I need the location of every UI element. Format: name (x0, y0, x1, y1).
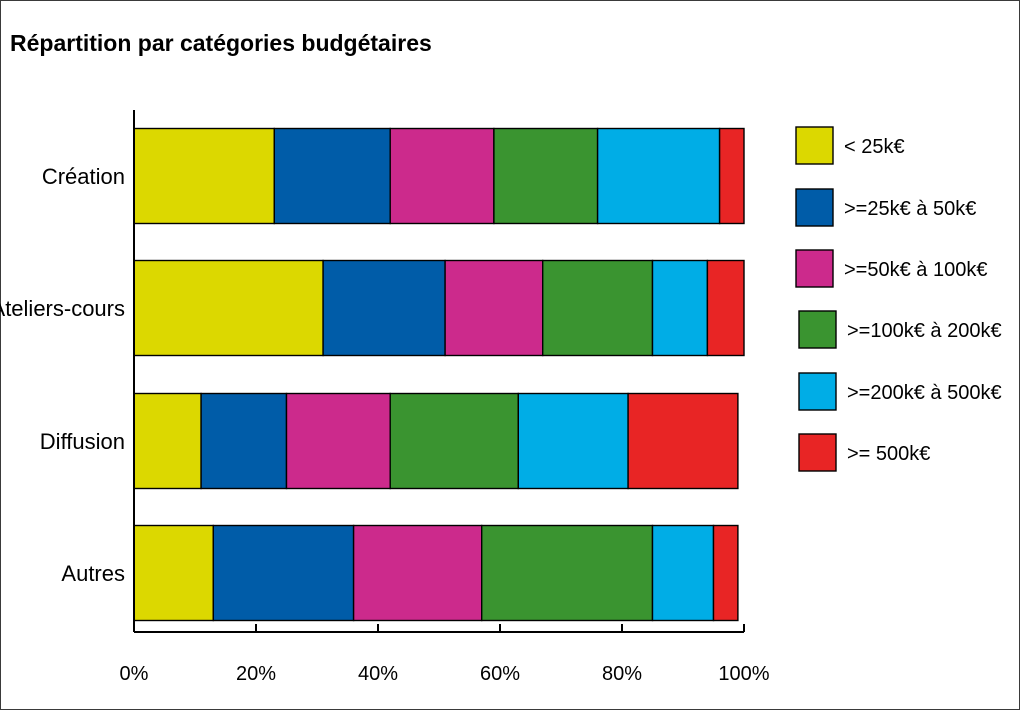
legend-label-5: >=200k€ à 500k€ (847, 382, 1002, 404)
legend-swatch-6 (798, 433, 837, 472)
legend-label-3: >=50k€ à 100k€ (844, 259, 987, 281)
legend-swatch-4 (798, 310, 837, 349)
category-label-diffusion: Diffusion (40, 429, 125, 454)
legend-label-2: >=25k€ à 50k€ (844, 198, 976, 220)
category-label-autres: Autres (61, 561, 125, 586)
bar-segment-ateliers-cours-series-5 (651, 259, 709, 357)
bar-segment-autres-series-2 (212, 524, 355, 622)
bar-segment-ateliers-cours-series-3 (444, 259, 544, 357)
bar-segment-autres-series-6 (712, 524, 739, 622)
bar-segment-diffusion-series-2 (200, 392, 288, 490)
bars-group (133, 127, 745, 622)
bar-segment-creation-series-4 (493, 127, 599, 225)
bar-segment-ateliers-cours-series-4 (542, 259, 654, 357)
x-tick-label-20: 20% (236, 663, 276, 685)
x-tick-label-60: 60% (480, 663, 520, 685)
x-tick-label-40: 40% (358, 663, 398, 685)
bar-segment-diffusion-series-3 (285, 392, 391, 490)
bar-segment-ateliers-cours-series-6 (706, 259, 745, 357)
legend-swatch-2 (795, 188, 834, 227)
legend: < 25k€ >=25k€ à 50k€ >=50k€ à 100k€ >=100k€… (795, 126, 1002, 472)
legend-label-1: < 25k€ (844, 136, 905, 158)
category-labels: Création Ateliers-cours Diffusion Autres (0, 164, 125, 586)
bar-segment-autres-series-4 (481, 524, 654, 622)
bar-segment-creation-series-5 (596, 127, 721, 225)
bar-segment-diffusion-series-1 (133, 392, 202, 490)
x-tick-label-0: 0% (120, 663, 149, 685)
category-label-ateliers-cours: Ateliers-cours (0, 296, 125, 321)
bar-segment-autres-series-5 (651, 524, 715, 622)
bar-segment-autres-series-1 (133, 524, 215, 622)
axes-group (133, 110, 745, 633)
bar-segment-creation-series-6 (718, 127, 745, 225)
bar-segment-creation-series-1 (133, 127, 276, 225)
x-tick-label-100: 100% (718, 663, 769, 685)
bar-segment-ateliers-cours-series-2 (322, 259, 446, 357)
chart-title: Répartition par catégories budgétaires (10, 30, 432, 56)
legend-swatch-1 (795, 126, 834, 165)
bar-segment-ateliers-cours-series-1 (133, 259, 324, 357)
x-tick-labels: 0% 20% 40% 60% 80% 100% (120, 663, 770, 685)
bar-segment-diffusion-series-5 (517, 392, 629, 490)
legend-swatch-3 (795, 249, 834, 288)
category-label-creation: Création (42, 164, 125, 189)
legend-label-4: >=100k€ à 200k€ (847, 320, 1002, 342)
legend-swatch-5 (798, 372, 837, 411)
bar-segment-autres-series-3 (352, 524, 483, 622)
bar-segment-creation-series-2 (273, 127, 391, 225)
bar-segment-diffusion-series-6 (627, 392, 739, 490)
legend-label-6: >= 500k€ (847, 443, 930, 465)
x-tick-label-80: 80% (602, 663, 642, 685)
bar-segment-diffusion-series-4 (389, 392, 520, 490)
bar-segment-creation-series-3 (389, 127, 495, 225)
